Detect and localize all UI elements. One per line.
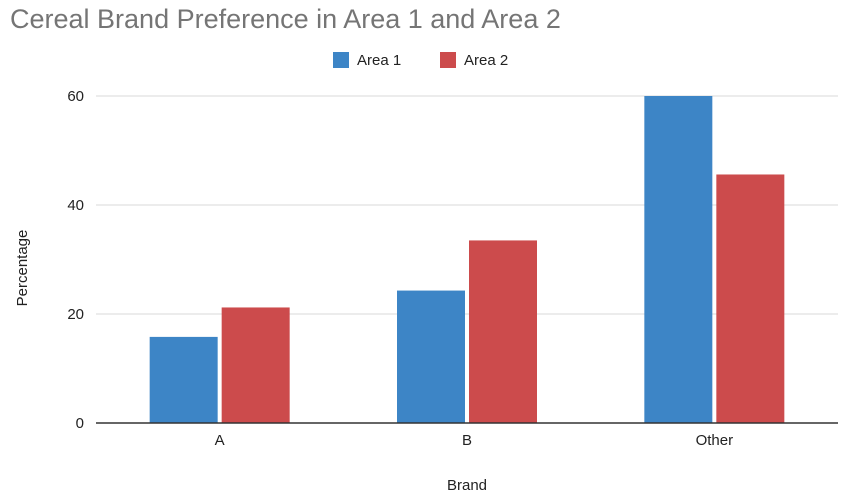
legend-label: Area 1 — [357, 52, 401, 69]
x-tick-label: B — [462, 432, 472, 449]
x-axis-title: Brand — [447, 477, 487, 494]
y-axis-title: Percentage — [14, 230, 31, 307]
legend-swatch — [440, 52, 456, 68]
bar-area-2-a — [221, 307, 290, 423]
bar-area-2-b — [469, 240, 537, 423]
y-tick-label: 40 — [67, 197, 84, 214]
bar-area-1-other — [644, 96, 713, 423]
x-tick-label: A — [215, 432, 225, 449]
y-tick-label: 0 — [76, 415, 84, 432]
y-axis-ticks: 0 20 40 60 — [67, 88, 84, 432]
legend-swatch — [333, 52, 349, 68]
bar-area-1-a — [149, 336, 218, 423]
bar-area-2-other — [716, 174, 785, 423]
x-axis-ticks: A B Other — [215, 432, 733, 449]
x-tick-label: Other — [696, 432, 734, 449]
chart-title: Cereal Brand Preference in Area 1 and Ar… — [10, 4, 561, 34]
gridlines — [96, 95, 838, 315]
y-tick-label: 20 — [67, 306, 84, 323]
y-tick-label: 60 — [67, 88, 84, 105]
bar-area-1-b — [397, 290, 465, 423]
bars — [149, 96, 785, 423]
legend: Area 1 Area 2 — [333, 52, 508, 69]
legend-label: Area 2 — [464, 52, 508, 69]
